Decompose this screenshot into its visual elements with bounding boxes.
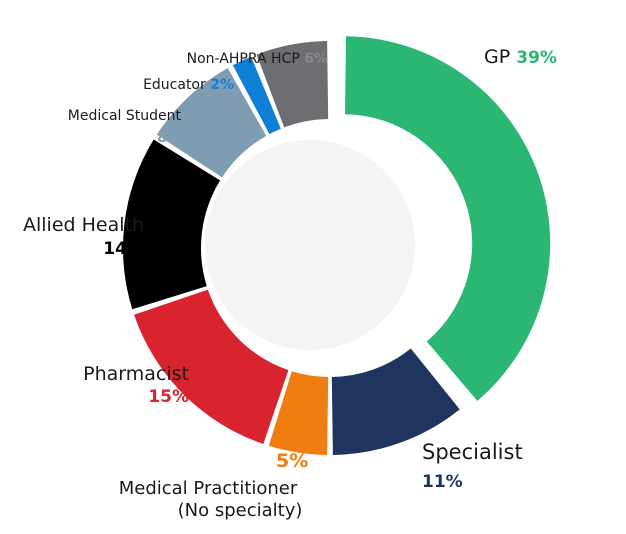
label-non-ahpra-hcp-name: Non-AHPRA HCP bbox=[187, 51, 305, 67]
slice-educator bbox=[232, 56, 281, 135]
label-allied-health-value: 14% bbox=[103, 239, 144, 259]
label-pharmacist-value: 15% bbox=[148, 387, 189, 407]
slice-specialist bbox=[331, 348, 460, 455]
slice-labels: GP 39% Specialist 11% 5% Medical Practitione… bbox=[23, 46, 557, 521]
label-educator: Educator 2% bbox=[143, 77, 234, 93]
label-pharmacist-name: Pharmacist bbox=[83, 363, 189, 385]
label-educator-value: 2% bbox=[210, 77, 234, 93]
label-non-ahpra-hcp-value: 6% bbox=[304, 51, 328, 67]
label-gp: GP 39% bbox=[484, 46, 557, 68]
slice-allied-health bbox=[122, 139, 221, 310]
label-educator-name: Educator bbox=[143, 77, 210, 93]
label-medical-practitioner-name: Medical Practitioner bbox=[119, 478, 298, 499]
slice-gp bbox=[344, 36, 551, 401]
label-allied-health-name: Allied Health bbox=[23, 214, 144, 236]
slice-medical-practitioner bbox=[268, 371, 329, 455]
slice-medical-student bbox=[156, 68, 267, 178]
donut-slices bbox=[122, 36, 551, 455]
slice-non-ahpra-hcp bbox=[256, 41, 329, 128]
label-medical-student-name: Medical Student bbox=[68, 108, 182, 124]
label-gp-value: 39% bbox=[516, 48, 557, 68]
label-non-ahpra-hcp: Non-AHPRA HCP 6% bbox=[187, 51, 328, 67]
label-medical-practitioner-value: 5% bbox=[276, 450, 308, 472]
label-specialist-name: Specialist bbox=[422, 440, 523, 464]
slice-pharmacist bbox=[134, 289, 289, 444]
label-medical-student-value: 8% bbox=[157, 130, 181, 146]
label-gp-name: GP bbox=[484, 46, 516, 68]
donut-center bbox=[205, 140, 415, 350]
label-specialist-value: 11% bbox=[422, 472, 463, 492]
label-medical-practitioner-name-line2: (No specialty) bbox=[178, 500, 303, 521]
